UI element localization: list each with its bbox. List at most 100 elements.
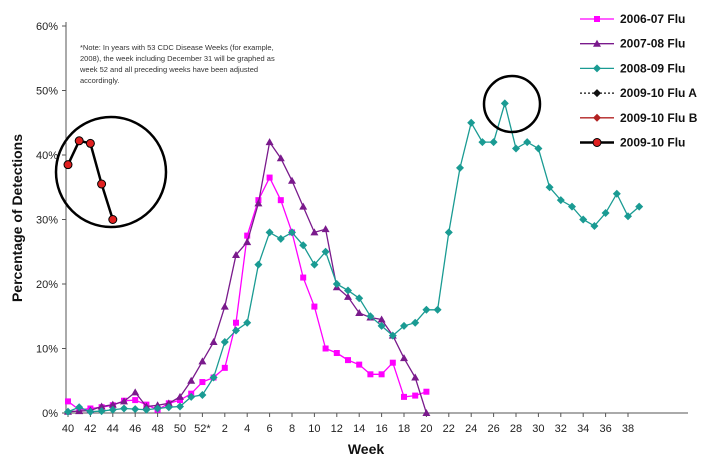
data-point-2008-09-flu (288, 228, 296, 237)
legend-item-2006-07-flu: 2006-07 Flu (580, 12, 685, 26)
annotations (54, 74, 542, 229)
data-point-2007-08-flu (288, 176, 296, 184)
data-point-2006-07-flu (233, 319, 239, 326)
data-point-2008-09-flu (276, 234, 285, 243)
data-point-2008-09-flu (512, 144, 520, 153)
data-point-2006-07-flu (378, 371, 385, 378)
legend-swatch-marker (594, 16, 600, 22)
data-point-2006-07-flu (266, 174, 273, 181)
data-point-2006-07-flu (132, 397, 139, 404)
data-point-2006-07-flu (367, 371, 374, 378)
data-point-2008-09-flu (422, 305, 431, 314)
x-tick-label: 32 (555, 423, 567, 435)
plot-area: 0%10%20%30%40%50%60% 40 42 44 46 48 50 52* 2 4 6 8… (36, 21, 688, 435)
data-point-2007-08-flu (164, 399, 173, 407)
series-line-2008-09-flu (67, 100, 640, 413)
data-point-2007-08-flu (209, 338, 218, 346)
data-point-2007-08-flu (176, 392, 184, 400)
data-point-2008-09-flu (355, 294, 364, 303)
chart-note: *Note: In years with 53 CDC Disease Week… (80, 43, 275, 85)
data-point-2009-10-flu (74, 136, 84, 146)
data-point-2007-08-flu (97, 402, 106, 410)
y-tick-label: 30% (36, 215, 58, 227)
legend-label: 2007-08 Flu (620, 37, 685, 51)
series-2006-07-flu (65, 174, 430, 413)
y-axis-ticks: 0% 10% 20% 30% 40% 50% 60% (36, 21, 66, 420)
data-point-2008-09-flu (131, 405, 140, 414)
x-tick-label: 40 (62, 423, 74, 435)
y-tick-label: 40% (36, 150, 58, 162)
data-point-2008-09-flu (635, 202, 644, 211)
x-tick-label: 36 (599, 423, 611, 435)
data-point-2006-07-flu (401, 393, 407, 400)
x-tick-label: 30 (532, 423, 544, 435)
legend-item-2009-10-flu: 2009-10 Flu (580, 136, 685, 150)
legend: 2006-07 Flu 2007-08 Flu 2008-09 Flu 2009-10… (580, 12, 698, 150)
data-point-2008-09-flu (120, 404, 128, 413)
data-point-2008-09-flu (478, 138, 487, 147)
highlight-circle-2009-10 (54, 115, 168, 229)
legend-item-2009-10-flu-b: 2009-10 Flu B (580, 111, 698, 125)
data-point-2008-09-flu (500, 99, 509, 108)
x-tick-label: 16 (375, 423, 387, 435)
legend-swatch-marker (593, 113, 601, 122)
data-point-2008-09-flu (310, 260, 319, 269)
data-point-2007-08-flu (243, 238, 252, 246)
legend-swatch-marker (593, 64, 601, 73)
data-point-2008-09-flu (75, 403, 84, 412)
data-point-2008-09-flu (624, 212, 632, 221)
data-point-2006-07-flu (423, 388, 430, 395)
data-point-2006-07-flu (356, 361, 363, 368)
data-point-2008-09-flu (209, 373, 218, 382)
legend-label: 2009-10 Flu B (620, 111, 698, 125)
data-point-2009-10-flu (63, 160, 73, 170)
legend-swatch-marker (592, 138, 602, 147)
data-point-2009-10-flu (108, 215, 118, 224)
data-point-2007-08-flu (411, 373, 420, 381)
data-point-2007-08-flu (131, 388, 140, 396)
data-point-2006-07-flu (277, 197, 284, 204)
data-point-2008-09-flu (523, 138, 532, 147)
legend-swatch-marker (593, 89, 601, 98)
x-tick-label: 34 (577, 423, 589, 435)
data-point-2008-09-flu (612, 189, 621, 198)
data-point-2008-09-flu (556, 196, 565, 205)
data-point-2008-09-flu (164, 403, 173, 412)
data-point-2008-09-flu (590, 221, 599, 230)
data-point-2008-09-flu (534, 144, 543, 153)
legend-swatch-marker (593, 39, 601, 47)
data-point-2008-09-flu (265, 228, 274, 237)
data-point-2008-09-flu (232, 326, 240, 335)
x-tick-label: 26 (487, 423, 499, 435)
data-point-2006-07-flu (300, 274, 307, 281)
data-point-2007-08-flu (355, 309, 364, 317)
data-point-2008-09-flu (332, 280, 341, 288)
data-point-2007-08-flu (276, 154, 285, 162)
y-tick-label: 0% (42, 408, 58, 420)
data-point-2008-09-flu (411, 318, 420, 327)
data-point-2007-08-flu (265, 138, 274, 146)
data-point-2006-07-flu (333, 350, 340, 357)
data-point-2006-07-flu (389, 359, 396, 366)
data-point-2006-07-flu (177, 397, 183, 404)
data-point-2008-09-flu (108, 405, 117, 414)
data-point-2008-09-flu (601, 209, 610, 218)
y-tick-label: 60% (36, 21, 58, 33)
y-tick-label: 20% (36, 279, 58, 291)
x-tick-label: 6 (267, 423, 273, 435)
data-point-2007-08-flu (400, 354, 408, 362)
highlight-circle-peak (482, 74, 542, 134)
x-tick-label: 4 (244, 423, 250, 435)
x-tick-label: 38 (622, 423, 634, 435)
data-point-2007-08-flu (187, 376, 196, 384)
data-point-2008-09-flu (377, 321, 386, 330)
series-line-2009-10-flu (66, 139, 114, 220)
data-point-2008-09-flu (568, 202, 576, 211)
data-point-2008-09-flu (388, 331, 397, 340)
data-point-2008-09-flu (444, 228, 453, 237)
data-point-2008-09-flu (254, 260, 263, 269)
legend-label: 2009-10 Flu (620, 136, 685, 150)
data-point-2007-08-flu (254, 199, 263, 207)
legend-label: 2006-07 Flu (620, 12, 685, 26)
x-axis-ticks: 40 42 44 46 48 50 52* 2 4 6 8 10 12 14 16 18 20 22 24 26 28 3… (62, 413, 634, 435)
